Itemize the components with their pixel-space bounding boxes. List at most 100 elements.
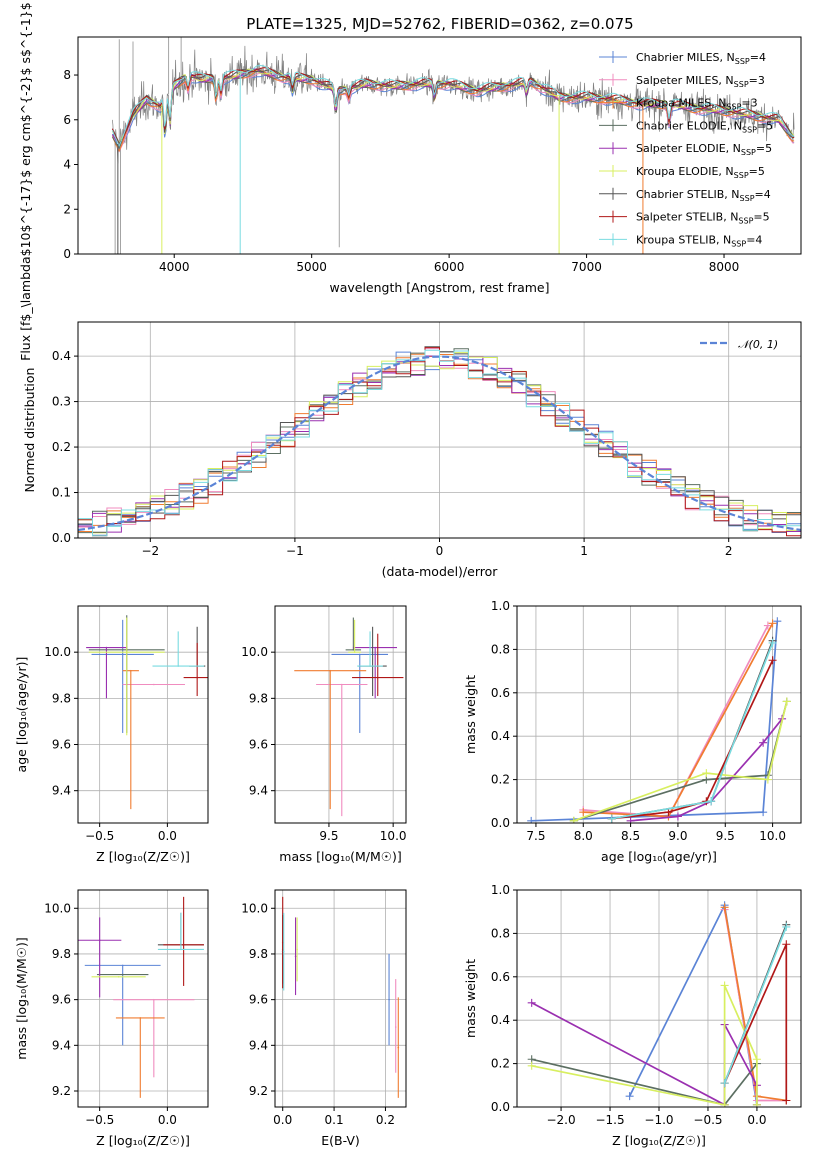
weight_vs_Z-marker <box>720 1100 729 1107</box>
mass_vs_Z-ytick-label: 9.4 <box>52 1038 71 1052</box>
age_vs_Z-point <box>177 665 180 667</box>
age_vs_mass-ytick-label: 10.0 <box>241 645 268 659</box>
age_vs_Z-xlabel: Z [log₁₀(Z/Z☉)] <box>96 849 190 864</box>
weight_vs_age-ytick-label: 0.4 <box>491 729 510 743</box>
mass_vs_Z-point <box>121 973 124 976</box>
legend-entry-name: Kroupa STELIB, N <box>636 233 731 246</box>
weight_vs_Z-ytick-label: 0.6 <box>491 970 510 984</box>
weight_vs_Z-xtick-label: 0.0 <box>747 1113 766 1127</box>
weight_vs_Z-marker <box>782 940 791 949</box>
mass_vs_Z-point <box>139 1017 142 1019</box>
legend-entry-subscript: SSP <box>731 239 746 248</box>
weight_vs_Z-series-line <box>628 902 758 1105</box>
weight_vs_Z-ytick-label: 0.0 <box>491 1100 510 1114</box>
age_vs_Z-ytick-label: 10.0 <box>44 645 71 659</box>
residuals-xtick-label: 1 <box>580 544 588 558</box>
weight_vs_Z-marker <box>527 1061 536 1070</box>
age_vs_Z-frame <box>77 605 209 824</box>
weight_vs_age-marker <box>768 656 777 665</box>
mass_vs_ebv-point <box>397 1046 400 1049</box>
weight_vs_Z-marker <box>527 998 536 1007</box>
weight_vs_age-xtick-label: 9.0 <box>668 829 687 843</box>
mass_vs_ebv-grid <box>275 890 406 1107</box>
mass_vs_ebv-point <box>394 1026 397 1028</box>
spectrum-ytick-label: 4 <box>63 158 71 172</box>
spectrum-ytick-label: 6 <box>63 113 71 127</box>
legend-entry: Kroupa STELIB, NSSP=4 <box>636 233 762 248</box>
mass_vs_Z-xlabel: Z [log₁₀(Z/Z☉)] <box>96 1133 190 1148</box>
age_vs_Z-point <box>121 653 124 656</box>
age_vs_mass-plot-area <box>294 617 404 817</box>
weight_vs_Z-marker <box>752 1055 761 1064</box>
mass_vs_ebv-point <box>281 941 284 944</box>
age_vs_mass-point <box>374 646 376 649</box>
residuals-panel: −2 −1 0 1 2 0.0 0.1 0.2 0.3 0.4 (data-model)/error… <box>22 321 802 579</box>
weight_vs_Z-marker <box>720 903 729 912</box>
weight_vs_age-xtick-label: 8.0 <box>574 829 593 843</box>
legend-entry-nssp: =5 <box>756 142 772 155</box>
residuals-xlabel: (data-model)/error <box>382 564 499 579</box>
legend-entry-nssp: =5 <box>753 211 769 224</box>
legend-entry-subscript: SSP <box>742 125 757 134</box>
mass_vs_ebv-ytick-label: 9.4 <box>249 1038 268 1052</box>
age_vs_Z-xtick-label: 0.0 <box>158 829 177 843</box>
weight_vs_Z-marker <box>782 1096 791 1105</box>
age_vs_mass-point <box>353 651 356 653</box>
mass_vs_Z-panel: −0.5 0.0 9.2 9.4 9.6 9.8 10.0 Z [log₁₀(Z/Z☉)] ma… <box>14 889 209 1148</box>
mass_vs_ebv-xtick-label: 0.2 <box>376 1113 395 1127</box>
legend-entry-subscript: SSP <box>734 171 749 180</box>
age_vs_mass-xtick-label: 10.0 <box>380 829 407 843</box>
legend-entry-name: Chabrier STELIB, N <box>636 188 740 201</box>
mass_vs_ebv-xtick-label: 0.0 <box>273 1113 292 1127</box>
mass_vs_Z-xtick-label: 0.0 <box>158 1113 177 1127</box>
age_vs_Z-ytick-label: 9.8 <box>52 691 71 705</box>
spectrum-xtick-label: 8000 <box>709 260 740 274</box>
legend-entry-nssp: =3 <box>749 74 765 87</box>
spectrum-model-line <box>111 65 795 147</box>
weight_vs_Z-series-line <box>531 1002 758 1107</box>
legend-entry: 𝒩(0, 1) <box>738 338 778 351</box>
age_vs_mass-point <box>352 649 355 651</box>
weight_vs_age-ytick-label: 1.0 <box>491 599 510 613</box>
weight_vs_age-marker <box>702 769 711 778</box>
weight_vs_Z-marker <box>782 922 791 931</box>
age_vs_Z-point <box>196 676 198 679</box>
mass_vs_ebv-point <box>282 950 285 953</box>
spectrum-xtick-label: 7000 <box>571 260 602 274</box>
legend-entry-name: Salpeter ELODIE, N <box>636 142 741 155</box>
legend-entry-nssp: =5 <box>749 165 765 178</box>
legend-entry: Chabrier ELODIE, NSSP=5 <box>636 119 773 134</box>
mass_vs_Z-grid <box>78 890 208 1107</box>
weight_vs_Z-series-line <box>531 985 758 1106</box>
legend-entry-nssp: =3 <box>741 97 757 110</box>
legend-entry: Kroupa MILES, NSSP=3 <box>636 97 758 112</box>
spectrum-xtick-label: 4000 <box>159 260 190 274</box>
mass_vs_Z-point <box>98 939 101 942</box>
weight_vs_Z-ylabel: mass weight <box>463 959 478 1038</box>
residuals-xtick-label: −1 <box>286 544 304 558</box>
mass_vs_ebv-xlabel: E(B-V) <box>321 1133 360 1148</box>
figure-title: PLATE=1325, MJD=52762, FIBERID=0362, z=0… <box>246 15 633 33</box>
residuals-ytick-label: 0.0 <box>52 531 71 545</box>
age_vs_Z-point <box>130 669 132 672</box>
spectrum-model-line <box>111 68 795 146</box>
age_vs_mass-point <box>376 676 379 679</box>
weight_vs_Z-xtick-label: −1.0 <box>644 1113 673 1127</box>
weight_vs_Z-marker <box>752 1100 761 1107</box>
spectrum-xtick-label: 6000 <box>434 260 465 274</box>
mass_vs_Z-ylabel: mass [log₁₀(M/M☉)] <box>14 937 29 1059</box>
legend-entry: Salpeter ELODIE, NSSP=5 <box>636 142 772 157</box>
weight_vs_age-marker <box>707 797 716 806</box>
residuals-xtick-label: 2 <box>725 544 733 558</box>
weight_vs_age-ytick-label: 0.2 <box>491 773 510 787</box>
age_vs_Z-point <box>125 651 128 653</box>
age_vs_mass-xlabel: mass [log₁₀(M/M☉)] <box>279 849 401 864</box>
weight_vs_Z-panel: −2.0 −1.5 −1.0 −0.5 0.0 0.0 0.2 0.4 0.6 0.8 1.0 Z [… <box>463 883 802 1148</box>
legend-entry: Chabrier STELIB, NSSP=4 <box>636 188 771 203</box>
weight_vs_age-marker <box>763 775 772 784</box>
legend-entry: Salpeter MILES, NSSP=3 <box>636 74 765 89</box>
mass_vs_Z-point <box>121 964 124 967</box>
mass_vs_Z-ytick-label: 9.6 <box>52 993 71 1007</box>
